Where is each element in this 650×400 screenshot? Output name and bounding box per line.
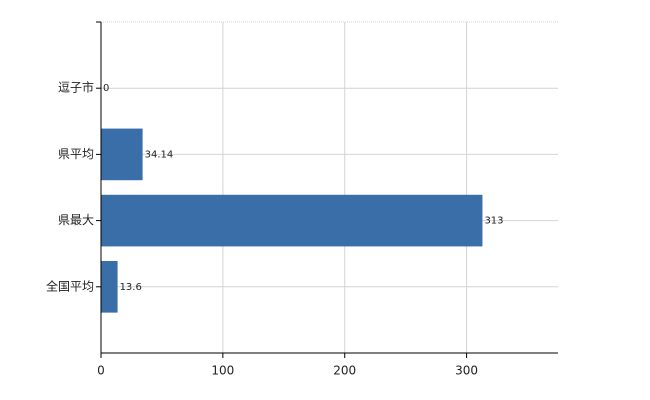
bar bbox=[101, 260, 118, 313]
x-tick-label: 100 bbox=[211, 364, 234, 378]
x-tick-label: 0 bbox=[97, 364, 105, 378]
y-tick-label: 逗子市 bbox=[58, 80, 94, 95]
value-label: 34.14 bbox=[145, 149, 174, 160]
value-label: 0 bbox=[103, 83, 109, 94]
value-label: 13.6 bbox=[120, 282, 142, 293]
x-tick-label: 200 bbox=[333, 364, 356, 378]
bar bbox=[101, 194, 483, 247]
y-tick-label: 県平均 bbox=[58, 147, 94, 161]
y-tick-label: 県最大 bbox=[58, 213, 94, 227]
x-tick-label: 300 bbox=[455, 364, 478, 378]
y-tick-label: 全国平均 bbox=[46, 278, 94, 293]
value-label: 313 bbox=[484, 216, 503, 227]
bar bbox=[101, 128, 143, 181]
